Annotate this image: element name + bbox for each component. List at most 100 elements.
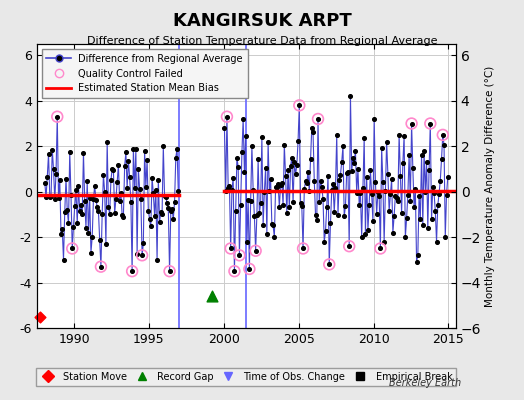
Point	[242, 133, 250, 139]
Point	[46, 194, 54, 200]
Point	[226, 245, 235, 252]
Point	[111, 210, 119, 217]
Point	[61, 208, 69, 215]
Point	[135, 185, 144, 192]
Point	[71, 203, 79, 209]
Point	[91, 182, 99, 189]
Point	[334, 212, 342, 218]
Point	[87, 249, 95, 256]
Point	[355, 201, 363, 208]
Point	[418, 152, 426, 158]
Point	[364, 227, 372, 233]
Point	[166, 268, 174, 274]
Point	[249, 186, 257, 193]
Point	[411, 185, 420, 192]
Point	[223, 114, 231, 120]
Point	[290, 159, 299, 165]
Point	[47, 193, 55, 199]
Point	[258, 134, 266, 140]
Point	[161, 194, 170, 200]
Point	[421, 188, 430, 195]
Point	[64, 220, 73, 226]
Point	[407, 120, 416, 127]
Y-axis label: Monthly Temperature Anomaly Difference (°C): Monthly Temperature Anomaly Difference (…	[485, 65, 495, 307]
Point	[394, 198, 402, 204]
Point	[42, 194, 50, 201]
Point	[266, 176, 275, 182]
Point	[159, 143, 168, 150]
Point	[353, 190, 361, 196]
Point	[117, 190, 125, 196]
Point	[171, 154, 180, 161]
Point	[72, 187, 80, 194]
Point	[419, 222, 427, 228]
Point	[101, 189, 109, 195]
Point	[235, 252, 244, 258]
Point	[329, 181, 337, 187]
Point	[416, 216, 424, 222]
Point	[105, 210, 114, 217]
Point	[147, 222, 155, 229]
Point	[441, 234, 450, 240]
Point	[410, 204, 418, 211]
Point	[248, 143, 256, 150]
Point	[314, 116, 322, 122]
Point	[68, 245, 77, 252]
Point	[325, 261, 333, 268]
Point	[265, 188, 274, 194]
Point	[304, 168, 312, 175]
Point	[256, 200, 265, 206]
Point	[281, 173, 290, 179]
Text: Berkeley Earth: Berkeley Earth	[389, 378, 461, 388]
Point	[164, 205, 172, 212]
Point	[264, 138, 272, 145]
Point	[252, 248, 260, 254]
Point	[259, 222, 267, 228]
Point	[133, 251, 141, 258]
Point	[423, 225, 432, 232]
Point	[399, 160, 407, 166]
Point	[407, 120, 416, 127]
Point	[412, 258, 421, 265]
Point	[173, 146, 181, 152]
Point	[438, 156, 446, 162]
Point	[295, 102, 303, 108]
Point	[366, 167, 375, 174]
Point	[308, 125, 316, 131]
Point	[84, 230, 93, 236]
Point	[157, 209, 165, 216]
Point	[57, 231, 65, 237]
Point	[48, 146, 57, 153]
Point	[301, 178, 310, 184]
Point	[392, 195, 401, 201]
Point	[430, 190, 438, 196]
Point	[134, 166, 143, 172]
Point	[160, 193, 169, 200]
Point	[373, 211, 381, 217]
Point	[156, 218, 164, 225]
Point	[282, 210, 291, 216]
Point	[370, 116, 378, 122]
Point	[225, 182, 234, 189]
Point	[82, 224, 90, 231]
Point	[95, 237, 104, 244]
Point	[420, 148, 428, 154]
Point	[275, 204, 283, 210]
Point	[288, 154, 296, 161]
Point	[324, 173, 332, 180]
Point	[149, 190, 158, 196]
Point	[343, 169, 351, 176]
Point	[314, 116, 322, 122]
Point	[280, 142, 289, 148]
Point	[367, 191, 376, 198]
Point	[224, 185, 232, 192]
Point	[309, 129, 317, 136]
Point	[79, 150, 88, 156]
Point	[53, 114, 61, 120]
Point	[413, 252, 422, 258]
Point	[128, 268, 136, 274]
Point	[246, 198, 255, 204]
Point	[36, 314, 44, 320]
Point	[108, 166, 116, 172]
Point	[68, 245, 77, 252]
